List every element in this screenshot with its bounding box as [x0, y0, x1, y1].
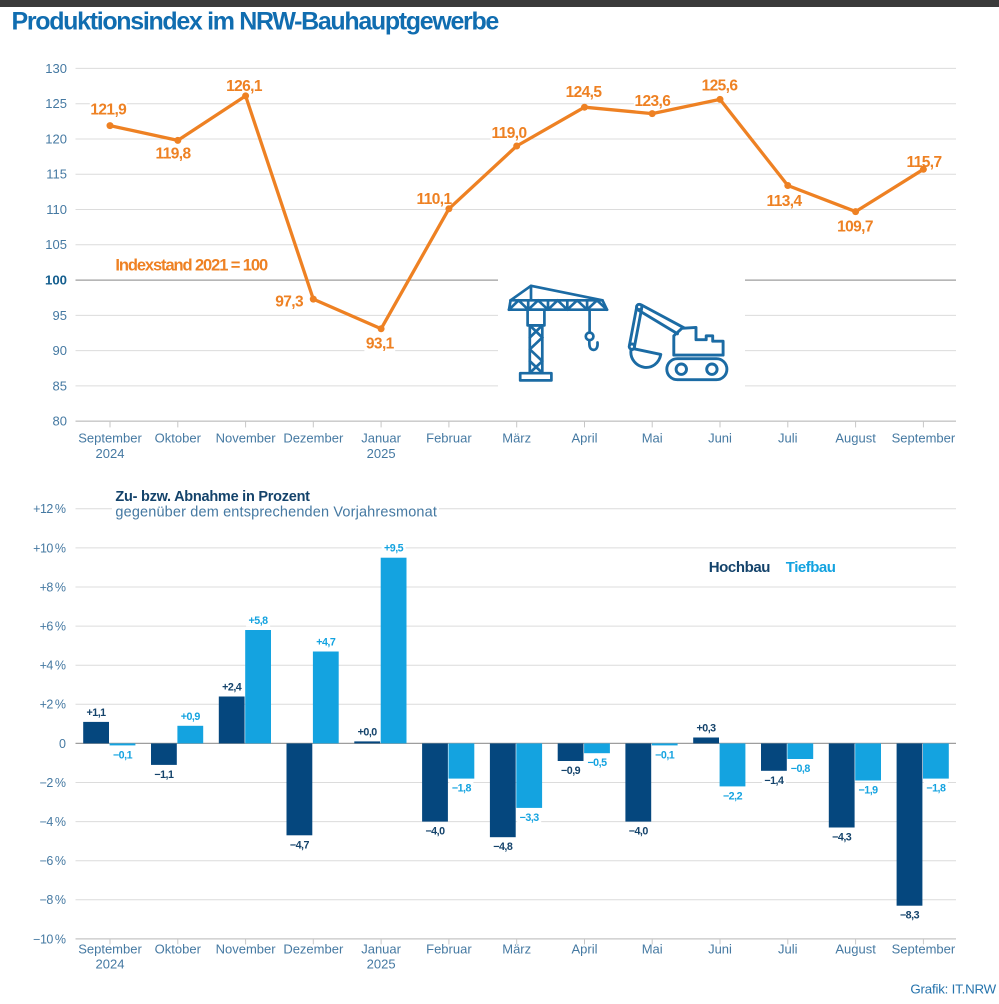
svg-text:Oktober: Oktober [155, 431, 202, 446]
svg-text:+6 %: +6 % [40, 620, 66, 634]
svg-text:+1,1: +1,1 [87, 707, 107, 719]
svg-text:+4 %: +4 % [40, 659, 66, 673]
svg-text:−4 %: −4 % [40, 815, 66, 829]
svg-text:September: September [78, 431, 142, 446]
svg-text:April: April [571, 941, 597, 956]
svg-text:110,1: 110,1 [417, 191, 453, 208]
svg-text:August: August [835, 431, 876, 446]
svg-text:110: 110 [46, 202, 67, 217]
svg-text:−1,8: −1,8 [452, 783, 472, 795]
svg-text:130: 130 [45, 61, 67, 76]
svg-text:Dezember: Dezember [283, 431, 344, 446]
svg-text:−4,8: −4,8 [493, 841, 513, 853]
svg-text:93,1: 93,1 [366, 336, 395, 353]
svg-text:85: 85 [53, 378, 67, 393]
svg-text:119,8: 119,8 [156, 146, 192, 163]
svg-text:2024: 2024 [96, 956, 125, 971]
svg-text:Juli: Juli [778, 431, 798, 446]
svg-text:126,1: 126,1 [226, 78, 263, 95]
svg-text:August: August [835, 941, 876, 956]
svg-text:−0,9: −0,9 [561, 765, 581, 777]
svg-text:Juni: Juni [708, 431, 732, 446]
svg-text:+2,4: +2,4 [222, 682, 242, 694]
svg-text:September: September [892, 941, 956, 956]
svg-text:−1,9: −1,9 [859, 785, 879, 797]
svg-text:90: 90 [53, 343, 67, 358]
svg-text:+4,7: +4,7 [316, 637, 336, 649]
svg-text:80: 80 [53, 414, 67, 429]
svg-text:+12 %: +12 % [33, 502, 66, 516]
svg-text:+0,9: +0,9 [181, 711, 201, 723]
svg-text:109,7: 109,7 [837, 219, 873, 236]
svg-text:Februar: Februar [426, 941, 472, 956]
svg-text:113,4: 113,4 [767, 193, 803, 210]
svg-text:+2 %: +2 % [40, 698, 66, 712]
svg-text:121,9: 121,9 [90, 102, 127, 119]
svg-text:95: 95 [53, 308, 67, 323]
svg-text:+10 %: +10 % [33, 541, 66, 555]
svg-text:April: April [571, 431, 597, 446]
svg-text:−1,8: −1,8 [926, 783, 946, 795]
svg-text:Indexstand 2021 = 100: Indexstand 2021 = 100 [115, 257, 268, 275]
svg-text:115: 115 [46, 167, 67, 182]
svg-text:Mai: Mai [642, 941, 663, 956]
svg-text:−0,8: −0,8 [791, 763, 811, 775]
svg-text:115,7: 115,7 [907, 154, 942, 171]
svg-text:−8 %: −8 % [40, 893, 66, 907]
svg-text:September: September [78, 941, 142, 956]
svg-text:−0,5: −0,5 [587, 757, 607, 769]
svg-text:Tiefbau: Tiefbau [786, 559, 836, 576]
svg-text:−1,4: −1,4 [764, 775, 784, 787]
svg-text:gegenüber dem entsprechenden V: gegenüber dem entsprechenden Vorjahresmo… [115, 505, 437, 521]
svg-text:2024: 2024 [96, 446, 125, 461]
svg-text:−0,1: −0,1 [113, 749, 133, 761]
svg-text:Oktober: Oktober [155, 941, 202, 956]
svg-text:−2,2: −2,2 [723, 790, 743, 802]
svg-text:−4,3: −4,3 [832, 832, 852, 844]
svg-text:−4,7: −4,7 [290, 839, 310, 851]
svg-text:2025: 2025 [367, 956, 396, 971]
svg-text:125: 125 [45, 96, 67, 111]
svg-text:März: März [502, 431, 531, 446]
svg-text:0: 0 [59, 737, 66, 751]
svg-text:−8,3: −8,3 [900, 910, 920, 922]
svg-text:105: 105 [45, 237, 67, 252]
svg-text:Hochbau: Hochbau [709, 559, 771, 576]
svg-text:Juli: Juli [778, 941, 798, 956]
svg-text:−10 %: −10 % [33, 932, 66, 946]
svg-text:123,6: 123,6 [635, 93, 672, 110]
svg-text:−4,0: −4,0 [425, 826, 445, 838]
svg-text:+8 %: +8 % [40, 580, 66, 594]
svg-text:−2 %: −2 % [40, 776, 66, 790]
svg-text:−4,0: −4,0 [629, 826, 649, 838]
svg-text:−1,1: −1,1 [154, 769, 174, 781]
svg-text:Februar: Februar [426, 431, 472, 446]
svg-text:+0,0: +0,0 [358, 726, 378, 738]
svg-text:+0,3: +0,3 [697, 723, 717, 735]
svg-text:125,6: 125,6 [702, 78, 739, 95]
svg-text:März: März [502, 941, 531, 956]
svg-text:+9,5: +9,5 [384, 543, 404, 555]
svg-text:2025: 2025 [367, 446, 396, 461]
svg-text:Dezember: Dezember [283, 941, 344, 956]
svg-text:September: September [892, 431, 956, 446]
svg-text:Juni: Juni [708, 941, 732, 956]
svg-text:120: 120 [45, 131, 67, 146]
svg-text:+5,8: +5,8 [249, 615, 269, 627]
svg-text:−3,3: −3,3 [520, 812, 540, 824]
svg-text:Zu- bzw. Abnahme in Prozent: Zu- bzw. Abnahme in Prozent [115, 489, 310, 505]
svg-text:November: November [216, 941, 277, 956]
svg-text:119,0: 119,0 [492, 125, 527, 142]
svg-text:November: November [216, 431, 277, 446]
svg-text:Grafik: IT.NRW: Grafik: IT.NRW [910, 981, 996, 996]
svg-text:100: 100 [45, 273, 67, 288]
svg-text:−0,1: −0,1 [655, 749, 675, 761]
svg-text:124,5: 124,5 [566, 84, 603, 101]
svg-text:Mai: Mai [642, 431, 663, 446]
svg-text:Januar: Januar [361, 941, 401, 956]
svg-text:Produktionsindex im NRW-Bauhau: Produktionsindex im NRW-Bauhauptgewerbe [12, 8, 500, 36]
svg-text:−6 %: −6 % [40, 854, 66, 868]
svg-text:Januar: Januar [361, 431, 401, 446]
svg-text:97,3: 97,3 [275, 294, 304, 311]
